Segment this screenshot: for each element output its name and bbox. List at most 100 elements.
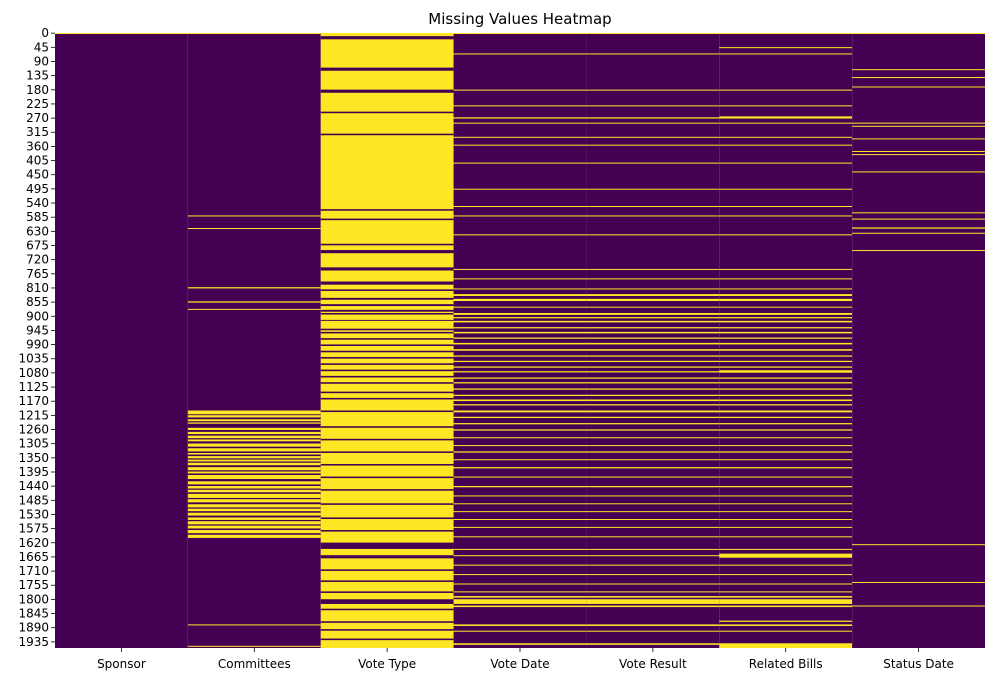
missing-cell-committees <box>187 504 321 508</box>
y-tick-label: 1665 <box>18 550 49 564</box>
missing-cell-committees <box>187 415 321 418</box>
missing-cell-committees <box>187 530 321 534</box>
missing-cell-vote-result <box>586 399 720 402</box>
missing-cell-vote-result <box>586 429 720 431</box>
missing-cell-vote-date <box>453 317 587 319</box>
missing-cell-committees <box>187 489 321 493</box>
missing-cell-related-bills <box>719 404 853 406</box>
missing-cell-vote-date <box>453 331 587 334</box>
missing-cell-vote-date <box>453 574 587 576</box>
missing-cell-vote-result <box>586 89 720 91</box>
missing-cell-vote-result <box>586 371 720 373</box>
missing-cell-status-date <box>852 77 985 79</box>
missing-cell-vote-date <box>453 136 587 138</box>
y-axis: 0459013518022527031536040545049554058563… <box>18 26 55 649</box>
missing-cell-vote-type <box>320 452 454 464</box>
missing-cell-vote-type <box>320 478 454 490</box>
missing-cell-committees <box>187 427 321 430</box>
missing-cell-vote-date <box>453 519 587 521</box>
x-tick-label: Vote Type <box>358 657 416 671</box>
missing-cell-vote-result <box>586 312 720 315</box>
missing-cell-committees <box>187 493 321 498</box>
missing-cell-committees <box>187 517 321 520</box>
x-tick-label: Vote Result <box>619 657 687 671</box>
missing-cell-vote-type <box>320 270 454 282</box>
y-tick-label: 1710 <box>18 564 49 578</box>
y-tick-label: 1890 <box>18 621 49 635</box>
missing-cell-related-bills <box>719 355 853 357</box>
missing-cell-committees <box>187 301 321 303</box>
missing-cell-related-bills <box>719 399 853 402</box>
missing-cell-vote-date <box>453 388 587 390</box>
missing-cell-vote-date <box>453 467 587 469</box>
missing-cell-vote-result <box>586 605 720 608</box>
missing-cell-related-bills <box>719 188 853 190</box>
missing-cell-status-date <box>852 227 985 229</box>
missing-cell-vote-date <box>453 162 587 164</box>
missing-cell-vote-date <box>453 89 587 91</box>
missing-cell-committees <box>187 512 321 516</box>
missing-cell-vote-date <box>453 360 587 363</box>
missing-cell-vote-date <box>453 278 587 280</box>
missing-cell-committees <box>187 459 321 462</box>
missing-cell-committees <box>187 481 321 485</box>
missing-cell-vote-date <box>453 416 587 419</box>
missing-cell-committees <box>187 215 321 217</box>
missing-cell-vote-date <box>453 437 587 439</box>
missing-cell-vote-result <box>586 122 720 124</box>
missing-cell-vote-result <box>586 643 720 645</box>
missing-cell-committees <box>187 419 321 422</box>
missing-cell-vote-type <box>320 465 454 477</box>
missing-cell-vote-date <box>453 399 587 402</box>
missing-cell-vote-date <box>453 377 587 379</box>
missing-cell-related-bills <box>719 583 853 585</box>
missing-cell-vote-date <box>453 596 587 598</box>
missing-cell-vote-result <box>586 366 720 368</box>
missing-cell-committees <box>187 525 321 529</box>
missing-cell-vote-type <box>320 220 454 244</box>
missing-cell-vote-date <box>453 206 587 208</box>
missing-cell-related-bills <box>719 337 853 339</box>
missing-cell-status-date <box>852 232 985 234</box>
missing-cell-vote-result <box>586 394 720 397</box>
missing-cell-related-bills <box>719 234 853 236</box>
missing-cell-related-bills <box>719 437 853 439</box>
missing-cell-vote-type <box>320 311 454 313</box>
missing-cell-vote-result <box>586 630 720 632</box>
missing-cell-committees <box>187 431 321 435</box>
missing-cell-vote-date <box>453 410 587 413</box>
missing-cell-related-bills <box>719 423 853 425</box>
missing-cell-related-bills <box>719 382 853 384</box>
missing-cell-related-bills <box>719 564 853 566</box>
x-tick-label: Related Bills <box>749 657 823 671</box>
missing-cell-vote-date <box>453 327 587 329</box>
missing-cell-related-bills <box>719 312 853 315</box>
missing-cell-related-bills <box>719 536 853 538</box>
missing-cell-related-bills <box>719 429 853 431</box>
missing-cell-vote-type <box>320 352 454 358</box>
missing-cell-vote-result <box>586 306 720 308</box>
y-tick-label: 1845 <box>18 607 49 621</box>
missing-cell-committees <box>187 410 321 415</box>
missing-cell-vote-result <box>586 583 720 585</box>
missing-cell-related-bills <box>719 162 853 164</box>
x-axis: Sponsor Committees Vote Type Vote Date Vote … <box>97 648 954 671</box>
missing-cell-status-date <box>852 69 985 71</box>
missing-cell-vote-date <box>453 423 587 425</box>
missing-cell-committees <box>187 456 321 459</box>
missing-cell-vote-date <box>453 371 587 373</box>
missing-cell-vote-result <box>586 320 720 323</box>
missing-cell-status-date <box>852 122 985 124</box>
missing-cell-vote-type <box>320 330 454 332</box>
missing-cell-vote-date <box>453 117 587 119</box>
missing-cell-status-date <box>852 250 985 252</box>
missing-cell-related-bills <box>719 445 853 447</box>
missing-cell-vote-type <box>320 548 454 556</box>
missing-cell-vote-result <box>586 337 720 339</box>
missing-cell-vote-type <box>320 314 454 320</box>
missing-cell-committees <box>187 534 321 538</box>
missing-cell-vote-result <box>586 105 720 107</box>
y-tick-label: 225 <box>26 97 49 111</box>
missing-cell-related-bills <box>719 605 853 608</box>
missing-cell-vote-result <box>586 437 720 439</box>
